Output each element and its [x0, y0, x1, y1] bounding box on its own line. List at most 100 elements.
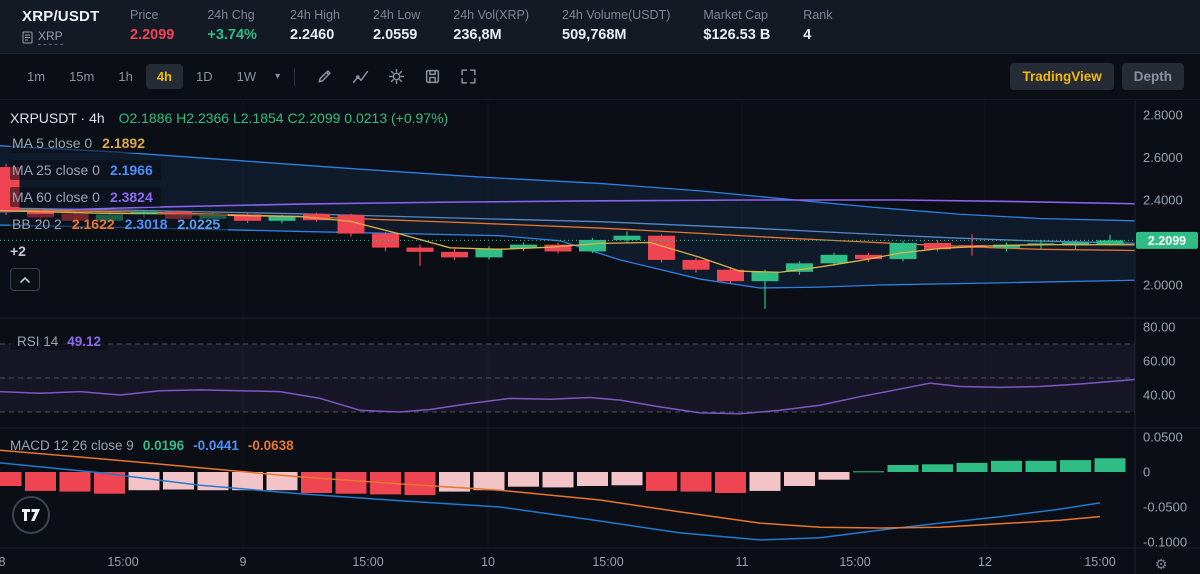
- rsi-legend[interactable]: RSI 14 49.12: [10, 333, 109, 350]
- candle: [1096, 240, 1124, 245]
- macd-bar: [818, 472, 850, 480]
- time-axis-label: 15:00: [592, 555, 623, 569]
- stat-24h-high: 24h High 2.2460: [289, 8, 340, 43]
- chart-toolbar: 1m 15m 1h 4h 1D 1W ▾ TradingView Depth: [0, 54, 1200, 100]
- macd-bar: [577, 472, 608, 486]
- macd-signal-line: [0, 449, 1101, 529]
- chart-background: [0, 100, 1200, 574]
- line-chart-icon: [352, 70, 368, 84]
- stat-24h-vol-xrp: 24h Vol(XRP) 236,8M: [453, 8, 529, 43]
- time-axis-label: 15:00: [839, 555, 870, 569]
- macd-bar: [611, 472, 643, 486]
- save-chart-button[interactable]: [415, 62, 449, 92]
- macd-bar: [59, 472, 91, 492]
- candle: [855, 254, 882, 260]
- candle: [510, 244, 537, 249]
- time-axis-label: 8: [0, 555, 6, 569]
- candle: [544, 244, 572, 252]
- fullscreen-button[interactable]: [451, 62, 485, 92]
- macd-legend[interactable]: MACD 12 26 close 9 0.0196 -0.0441 -0.063…: [10, 438, 294, 453]
- ma60-line: [0, 199, 1135, 213]
- price-axis-label: 2.4000: [1143, 193, 1183, 208]
- stat-24h-vol-usdt: 24h Volume(USDT) 509,768M: [562, 8, 671, 43]
- price-axis-label: 2.8000: [1143, 108, 1183, 123]
- interval-15m[interactable]: 15m: [69, 69, 95, 84]
- macd-bar: [542, 472, 574, 488]
- pencil-icon: [318, 70, 331, 83]
- macd-axis-label: 0: [1143, 465, 1150, 480]
- candle: [61, 213, 89, 221]
- macd-bar: [1025, 460, 1057, 472]
- macd-bar: [163, 472, 194, 490]
- time-axis-label: 15:00: [107, 555, 138, 569]
- macd-bar: [922, 464, 953, 472]
- candle: [786, 263, 813, 272]
- candle: [0, 167, 20, 212]
- stats-header: XRP/USDT XRP Price 2.2099 24h Chg +3.74%…: [0, 0, 1200, 54]
- ma25-line: [0, 207, 1135, 244]
- stat-24h-chg: 24h Chg +3.74%: [207, 8, 257, 43]
- macd-bar: [301, 472, 332, 493]
- candle: [820, 254, 848, 264]
- tradingview-mark-icon: [22, 509, 40, 521]
- time-axis-label: 15:00: [352, 555, 383, 569]
- candle: [993, 244, 1020, 248]
- time-axis-label: 12: [978, 555, 992, 569]
- stat-price: Price 2.2099: [130, 8, 175, 43]
- macd-histogram: [0, 458, 1126, 496]
- rsi-line: [0, 378, 1135, 415]
- candle: [130, 211, 158, 215]
- toolbar-divider: [294, 67, 296, 86]
- time-axis-label: 11: [736, 555, 749, 569]
- bb-lower-line: [0, 224, 1135, 289]
- interval-1m[interactable]: 1m: [27, 69, 46, 84]
- candle: [96, 214, 123, 221]
- chart-canvas[interactable]: 2.8000 2.6000 2.4000 2.0000 2.2099 80.00 60.00…: [0, 100, 1200, 574]
- svg-text:2.2099: 2.2099: [1148, 234, 1186, 248]
- interval-4h[interactable]: 4h: [145, 64, 183, 89]
- candle: [648, 235, 675, 260]
- candle: [889, 242, 917, 260]
- chevron-down-icon[interactable]: ▾: [275, 71, 281, 82]
- price-axis[interactable]: 2.8000 2.6000 2.4000 2.0000 2.2099 80.00 60.00…: [1136, 108, 1198, 550]
- time-axis[interactable]: 8 15:00 9 15:00 10 15:00 11 15:00 12 15:00 ⚙: [0, 555, 1167, 572]
- whitepaper-link[interactable]: XRP: [22, 29, 118, 45]
- gear-icon: [388, 68, 404, 85]
- candle: [268, 216, 296, 221]
- timezone-settings-icon[interactable]: ⚙: [1155, 556, 1168, 572]
- macd-bar: [404, 472, 436, 496]
- macd-bar: [473, 472, 505, 491]
- interval-1h[interactable]: 1h: [118, 69, 133, 84]
- candle: [441, 251, 468, 258]
- bb-upper-line: [0, 145, 1135, 222]
- macd-line: [0, 462, 1101, 541]
- macd-bar: [991, 460, 1022, 472]
- current-price-badge: [1136, 231, 1198, 249]
- plot-layers: [0, 145, 1135, 541]
- macd-bar: [784, 472, 815, 486]
- rsi-axis-label: 40.00: [1143, 388, 1176, 403]
- interval-1d[interactable]: 1D: [196, 69, 213, 84]
- chart-style-button[interactable]: [343, 62, 377, 92]
- chart-settings-button[interactable]: [379, 62, 413, 92]
- asset-symbol[interactable]: XRP: [38, 29, 63, 45]
- macd-bar: [1060, 460, 1091, 472]
- macd-bar: [508, 472, 539, 487]
- price-axis-label: 2.6000: [1143, 150, 1183, 165]
- stat-rank: Rank 4: [803, 8, 833, 43]
- macd-bar: [232, 472, 263, 491]
- change-value: +3.74%: [207, 27, 257, 43]
- drawing-tools-button[interactable]: [307, 62, 341, 92]
- tradingview-tab[interactable]: TradingView: [1010, 63, 1114, 90]
- candle: [717, 269, 744, 282]
- depth-tab[interactable]: Depth: [1121, 63, 1184, 90]
- macd-axis-label: 0.0500: [1143, 430, 1183, 445]
- stat-24h-low: 24h Low 2.0559: [373, 8, 421, 43]
- collapse-indicators-button[interactable]: [10, 268, 40, 291]
- interval-1w[interactable]: 1W: [236, 69, 257, 84]
- chart-area: 2.8000 2.6000 2.4000 2.0000 2.2099 80.00 60.00…: [0, 100, 1200, 574]
- tradingview-logo[interactable]: [12, 496, 50, 534]
- ma5-line: [0, 209, 1135, 273]
- macd-axis-label: -0.0500: [1143, 500, 1187, 515]
- document-icon: [22, 31, 33, 43]
